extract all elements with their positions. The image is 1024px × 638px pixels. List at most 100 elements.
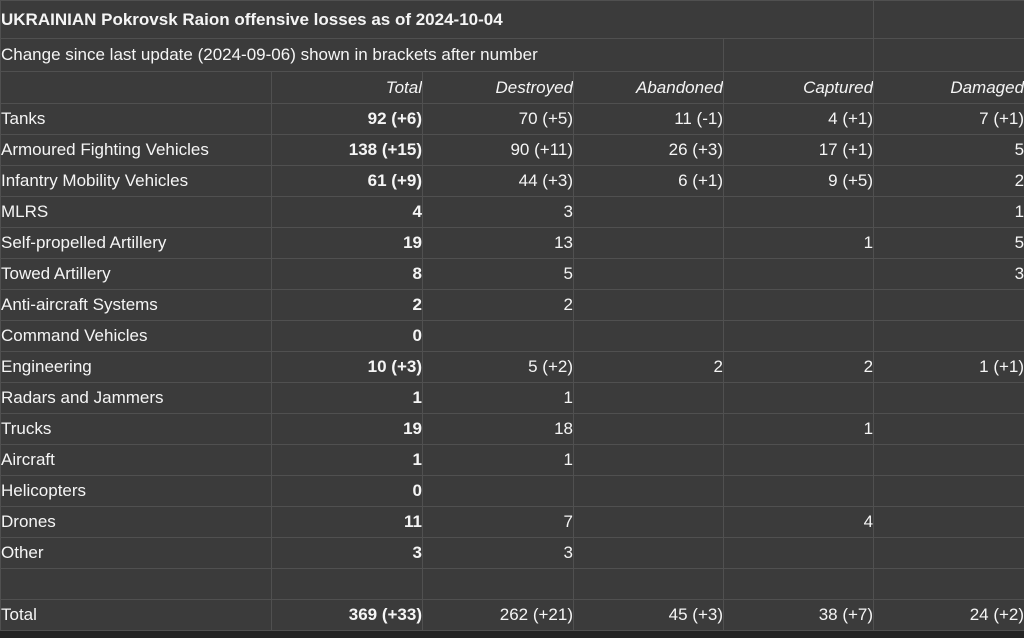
column-header-abandoned: Abandoned — [573, 71, 724, 104]
damaged-cell: 1 — [873, 196, 1024, 228]
row-label: Tanks — [0, 103, 272, 135]
captured-cell — [722, 289, 875, 321]
table-row-helicopters: Helicopters 0 — [0, 475, 1024, 507]
destroyed-cell: 5 — [422, 258, 574, 290]
destroyed-cell — [422, 568, 574, 600]
damaged-cell — [873, 537, 1024, 569]
total-cell: 19 — [271, 413, 423, 445]
row-label: Drones — [0, 506, 272, 538]
damaged-cell — [873, 444, 1024, 476]
captured-cell: 4 (+1) — [722, 103, 875, 135]
captured-cell — [722, 444, 875, 476]
total-cell: 369 (+33) — [271, 599, 423, 631]
damaged-cell: 7 (+1) — [873, 103, 1024, 135]
captured-cell: 4 — [722, 506, 875, 538]
empty-cell — [873, 38, 1024, 72]
abandoned-cell: 2 — [573, 351, 724, 383]
captured-cell: 2 — [722, 351, 875, 383]
row-label: Total — [0, 599, 272, 631]
destroyed-cell — [422, 320, 574, 352]
column-header-damaged: Damaged — [873, 71, 1024, 104]
table-row-other: Other 3 3 — [0, 537, 1024, 569]
damaged-cell — [873, 320, 1024, 352]
destroyed-cell: 70 (+5) — [422, 103, 574, 135]
row-label: Infantry Mobility Vehicles — [0, 165, 272, 197]
captured-cell: 1 — [722, 413, 875, 445]
destroyed-cell: 7 — [422, 506, 574, 538]
table-row-aircraft: Aircraft 1 1 — [0, 444, 1024, 476]
page-title: UKRAINIAN Pokrovsk Raion offensive losse… — [0, 0, 875, 39]
abandoned-cell — [573, 475, 724, 507]
captured-cell — [722, 475, 875, 507]
destroyed-cell: 5 (+2) — [422, 351, 574, 383]
destroyed-cell: 3 — [422, 196, 574, 228]
abandoned-cell — [573, 537, 724, 569]
table-row-trucks: Trucks 19 18 1 — [0, 413, 1024, 445]
empty-cell — [722, 38, 875, 72]
total-cell: 4 — [271, 196, 423, 228]
abandoned-cell — [573, 196, 724, 228]
captured-cell — [722, 320, 875, 352]
abandoned-cell — [573, 444, 724, 476]
captured-cell — [722, 382, 875, 414]
damaged-cell — [873, 289, 1024, 321]
abandoned-cell — [573, 568, 724, 600]
captured-cell — [722, 258, 875, 290]
total-cell: 1 — [271, 444, 423, 476]
row-label: Radars and Jammers — [0, 382, 272, 414]
row-label: Engineering — [0, 351, 272, 383]
table-row-armoured-fighting-vehicles: Armoured Fighting Vehicles 138 (+15) 90 (+… — [0, 134, 1024, 166]
abandoned-cell — [573, 506, 724, 538]
destroyed-cell: 3 — [422, 537, 574, 569]
table-row-tanks: Tanks 92 (+6) 70 (+5) 11 (-1) 4 (+1) 7 (+1) — [0, 103, 1024, 135]
captured-cell — [722, 568, 875, 600]
abandoned-cell: 11 (-1) — [573, 103, 724, 135]
damaged-cell: 1 (+1) — [873, 351, 1024, 383]
abandoned-cell: 6 (+1) — [573, 165, 724, 197]
table-row-grand-total: Total 369 (+33) 262 (+21) 45 (+3) 38 (+7) 24 … — [0, 599, 1024, 631]
table-row-engineering: Engineering 10 (+3) 5 (+2) 2 2 1 (+1) — [0, 351, 1024, 383]
captured-cell: 9 (+5) — [722, 165, 875, 197]
column-header-destroyed: Destroyed — [422, 71, 574, 104]
table-row-self-propelled-artillery: Self-propelled Artillery 19 13 1 5 — [0, 227, 1024, 259]
abandoned-cell — [573, 227, 724, 259]
damaged-cell: 24 (+2) — [873, 599, 1024, 631]
destroyed-cell: 90 (+11) — [422, 134, 574, 166]
destroyed-cell: 262 (+21) — [422, 599, 574, 631]
destroyed-cell: 18 — [422, 413, 574, 445]
abandoned-cell — [573, 289, 724, 321]
row-label: MLRS — [0, 196, 272, 228]
row-label: Armoured Fighting Vehicles — [0, 134, 272, 166]
row-label: Anti-aircraft Systems — [0, 289, 272, 321]
total-cell: 8 — [271, 258, 423, 290]
captured-cell: 38 (+7) — [722, 599, 875, 631]
captured-cell: 17 (+1) — [722, 134, 875, 166]
table-row-mlrs: MLRS 4 3 1 — [0, 196, 1024, 228]
page-subtitle: Change since last update (2024-09-06) sh… — [0, 38, 724, 72]
damaged-cell — [873, 506, 1024, 538]
abandoned-cell — [573, 413, 724, 445]
table-row-drones: Drones 11 7 4 — [0, 506, 1024, 538]
destroyed-cell: 2 — [422, 289, 574, 321]
row-label: Helicopters — [0, 475, 272, 507]
total-cell: 3 — [271, 537, 423, 569]
row-label: Other — [0, 537, 272, 569]
damaged-cell — [873, 475, 1024, 507]
total-cell — [271, 568, 423, 600]
table-row-infantry-mobility-vehicles: Infantry Mobility Vehicles 61 (+9) 44 (+3)… — [0, 165, 1024, 197]
total-cell: 61 (+9) — [271, 165, 423, 197]
damaged-cell — [873, 413, 1024, 445]
damaged-cell: 3 — [873, 258, 1024, 290]
total-cell: 19 — [271, 227, 423, 259]
column-header-row: Total Destroyed Abandoned Captured Damag… — [0, 71, 1024, 104]
total-cell: 0 — [271, 320, 423, 352]
subtitle-row: Change since last update (2024-09-06) sh… — [0, 38, 1024, 72]
captured-cell: 1 — [722, 227, 875, 259]
damaged-cell — [873, 568, 1024, 600]
total-cell: 10 (+3) — [271, 351, 423, 383]
table-row-spacer — [0, 568, 1024, 600]
table-row-anti-aircraft-systems: Anti-aircraft Systems 2 2 — [0, 289, 1024, 321]
total-cell: 0 — [271, 475, 423, 507]
title-row: UKRAINIAN Pokrovsk Raion offensive losse… — [0, 0, 1024, 39]
abandoned-cell — [573, 382, 724, 414]
